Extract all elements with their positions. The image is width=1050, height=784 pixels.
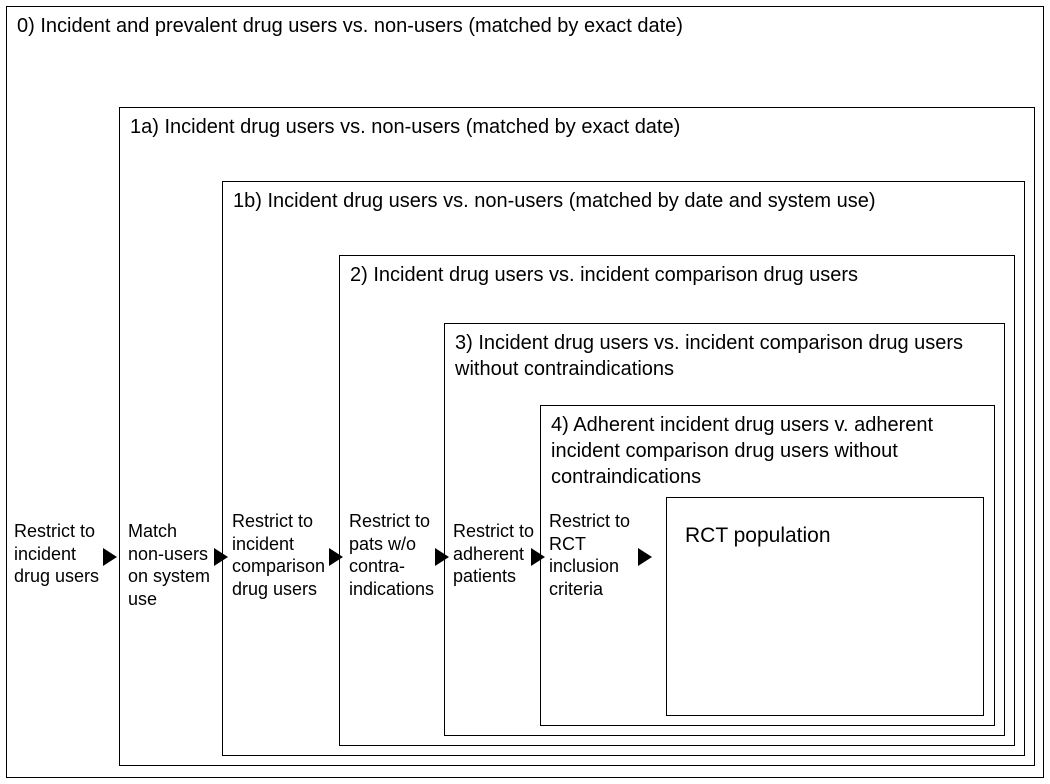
arrow-4 — [531, 548, 545, 566]
rct-population-label: RCT population — [685, 524, 831, 548]
arrow-0 — [103, 548, 117, 566]
box-label-4: 4) Adherent incident drug users v. adher… — [551, 412, 984, 490]
diagram-canvas: 0) Incident and prevalent drug users vs.… — [0, 0, 1050, 784]
arrow-5 — [638, 548, 652, 566]
step-label-4: Restrict to adherent patients — [453, 520, 537, 588]
step-label-2: Restrict to incident comparison drug use… — [232, 510, 332, 600]
arrow-3 — [435, 548, 449, 566]
arrow-2 — [329, 548, 343, 566]
box-label-1b: 1b) Incident drug users vs. non-users (m… — [233, 188, 1014, 214]
arrow-1 — [214, 548, 228, 566]
box-label-2: 2) Incident drug users vs. incident comp… — [350, 262, 1004, 288]
step-label-5: Restrict to RCT inclusion criteria — [549, 510, 633, 600]
box-rct: RCT population — [666, 497, 984, 716]
box-label-0: 0) Incident and prevalent drug users vs.… — [17, 13, 1033, 39]
box-label-3: 3) Incident drug users vs. incident comp… — [455, 330, 994, 382]
step-label-0: Restrict to incident drug users — [14, 520, 106, 588]
step-label-3: Restrict to pats w/o contra-indications — [349, 510, 437, 600]
box-label-1a: 1a) Incident drug users vs. non-users (m… — [130, 114, 1024, 140]
step-label-1: Match non-users on system use — [128, 520, 216, 610]
